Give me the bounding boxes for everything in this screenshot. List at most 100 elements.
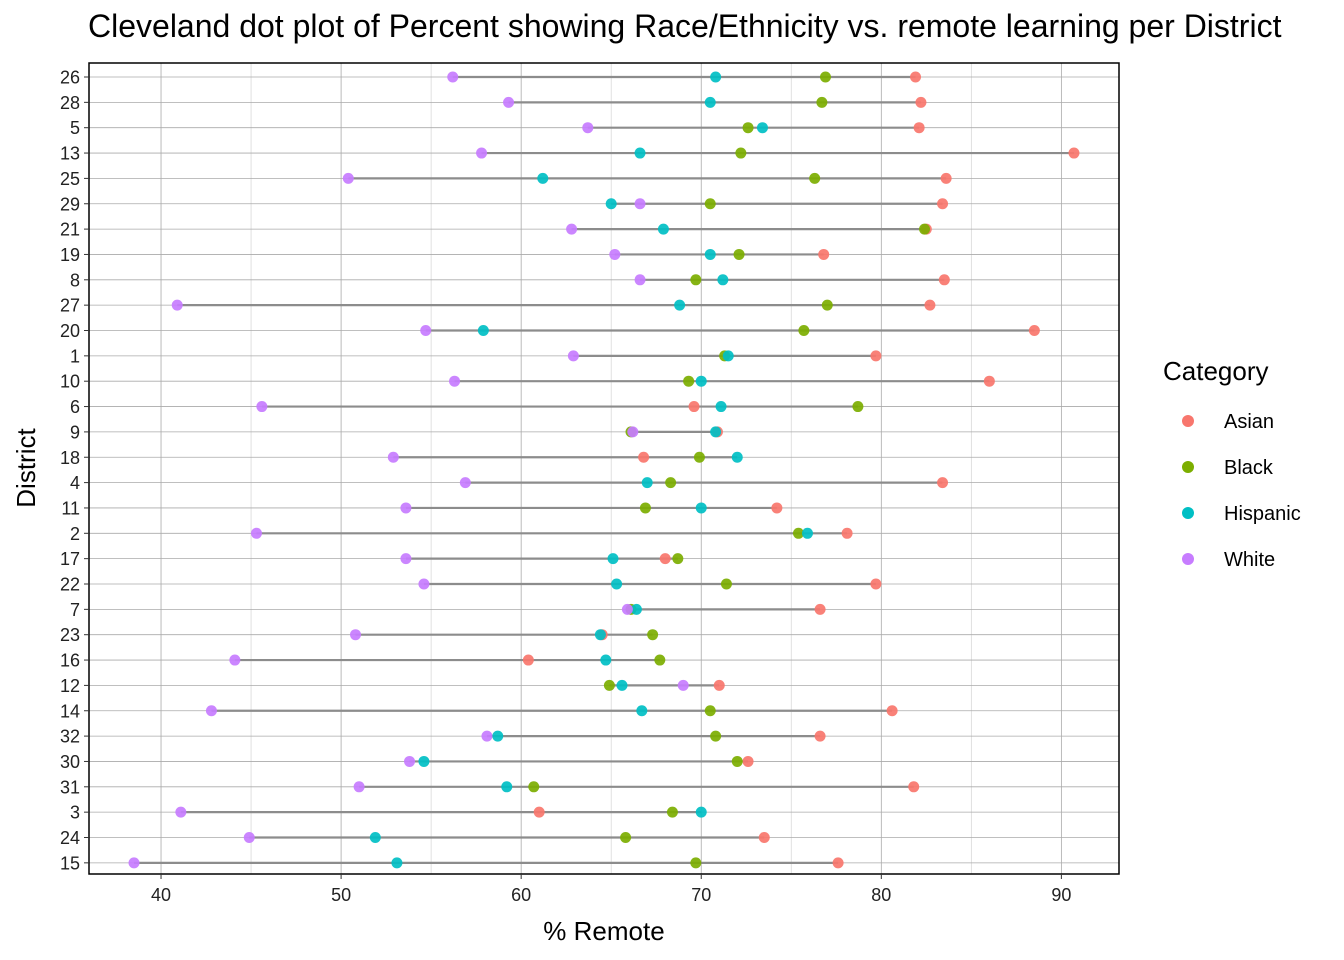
y-tick-label: 7 — [70, 600, 80, 620]
point-asian — [913, 122, 925, 134]
legend-key-hispanic — [1182, 507, 1194, 519]
point-black — [852, 401, 864, 413]
point-black — [690, 857, 702, 869]
segment-layer — [134, 75, 1074, 864]
point-hispanic — [607, 553, 619, 565]
legend-label-white: White — [1224, 549, 1275, 571]
point-black — [639, 502, 651, 514]
point-asian — [742, 755, 754, 767]
y-tick-label: 18 — [60, 448, 80, 468]
point-asian — [870, 350, 882, 362]
point-white — [205, 705, 217, 717]
point-white — [400, 553, 412, 565]
point-black — [603, 679, 615, 691]
point-white — [171, 299, 183, 311]
y-tick-label: 15 — [60, 853, 80, 873]
point-white — [175, 806, 187, 818]
point-white — [400, 502, 412, 514]
point-white — [447, 71, 459, 83]
axis-layer: 26 28 5 13 25 29 21 19 8 27 20 1 10 6 9 18 4 11 2 17 22 7 23 16… — [60, 68, 1071, 906]
panel-border — [88, 62, 1120, 875]
point-black — [665, 477, 677, 489]
point-asian — [758, 832, 770, 843]
point-white — [353, 781, 365, 793]
legend-key-asian — [1182, 415, 1194, 427]
y-tick-label: 27 — [60, 296, 80, 316]
point-asian — [908, 781, 920, 793]
y-tick-label: 25 — [60, 169, 80, 189]
point-white — [256, 401, 268, 413]
point-hispanic — [611, 578, 623, 590]
point-black — [690, 274, 702, 286]
y-tick-label: 17 — [60, 549, 80, 569]
x-tick-label: 60 — [511, 885, 531, 905]
x-axis-title: % Remote — [543, 916, 664, 946]
legend-label-asian: Asian — [1224, 411, 1274, 433]
y-tick-label: 4 — [70, 473, 80, 493]
y-tick-label: 14 — [60, 701, 80, 721]
point-black — [704, 705, 716, 717]
legend-label-black: Black — [1224, 457, 1274, 479]
point-white — [350, 629, 362, 641]
point-black — [704, 198, 716, 210]
point-white — [609, 248, 621, 260]
point-black — [816, 96, 828, 108]
y-tick-label: 24 — [60, 828, 80, 848]
point-asian — [924, 299, 936, 311]
point-hispanic — [630, 603, 642, 615]
point-hispanic — [695, 502, 707, 514]
y-tick-label: 8 — [70, 270, 80, 290]
point-white — [566, 223, 578, 235]
point-black — [919, 223, 931, 235]
point-asian — [886, 705, 898, 717]
point-black — [620, 832, 632, 843]
x-tick-label: 90 — [1051, 885, 1071, 905]
point-asian — [814, 603, 826, 615]
point-black — [647, 629, 659, 641]
point-hispanic — [756, 122, 768, 134]
point-asian — [814, 730, 826, 742]
legend-key-black — [1182, 461, 1194, 473]
point-black — [654, 654, 666, 666]
point-asian — [937, 477, 949, 489]
point-asian — [771, 502, 783, 514]
y-tick-label: 19 — [60, 245, 80, 265]
point-hispanic — [801, 527, 813, 539]
point-hispanic — [710, 71, 722, 83]
point-black — [733, 248, 745, 260]
point-hispanic — [710, 426, 722, 438]
point-white — [459, 477, 471, 489]
point-white — [481, 730, 493, 742]
y-axis-title: District — [11, 428, 41, 508]
point-white — [250, 527, 262, 539]
point-asian — [870, 578, 882, 590]
y-tick-label: 28 — [60, 93, 80, 113]
point-hispanic — [657, 223, 669, 235]
point-hispanic — [501, 781, 513, 793]
point-black — [683, 375, 695, 387]
y-tick-label: 16 — [60, 651, 80, 671]
point-hispanic — [731, 451, 743, 463]
y-tick-label: 20 — [60, 321, 80, 341]
point-black — [742, 122, 754, 134]
point-hispanic — [634, 147, 646, 159]
point-hispanic — [369, 832, 381, 843]
point-hispanic — [600, 654, 612, 666]
x-tick-label: 80 — [871, 885, 891, 905]
y-tick-label: 12 — [60, 676, 80, 696]
point-black — [666, 806, 678, 818]
y-tick-label: 30 — [60, 752, 80, 772]
point-black — [819, 71, 831, 83]
point-hispanic — [477, 325, 489, 336]
point-white — [476, 147, 488, 159]
point-hispanic — [636, 705, 648, 717]
point-white — [229, 654, 241, 666]
point-white — [627, 426, 639, 438]
point-white — [404, 755, 416, 767]
legend-key-white — [1182, 553, 1194, 565]
point-asian — [915, 96, 927, 108]
point-hispanic — [715, 401, 727, 413]
y-tick-label: 13 — [60, 144, 80, 164]
point-black — [672, 553, 684, 565]
